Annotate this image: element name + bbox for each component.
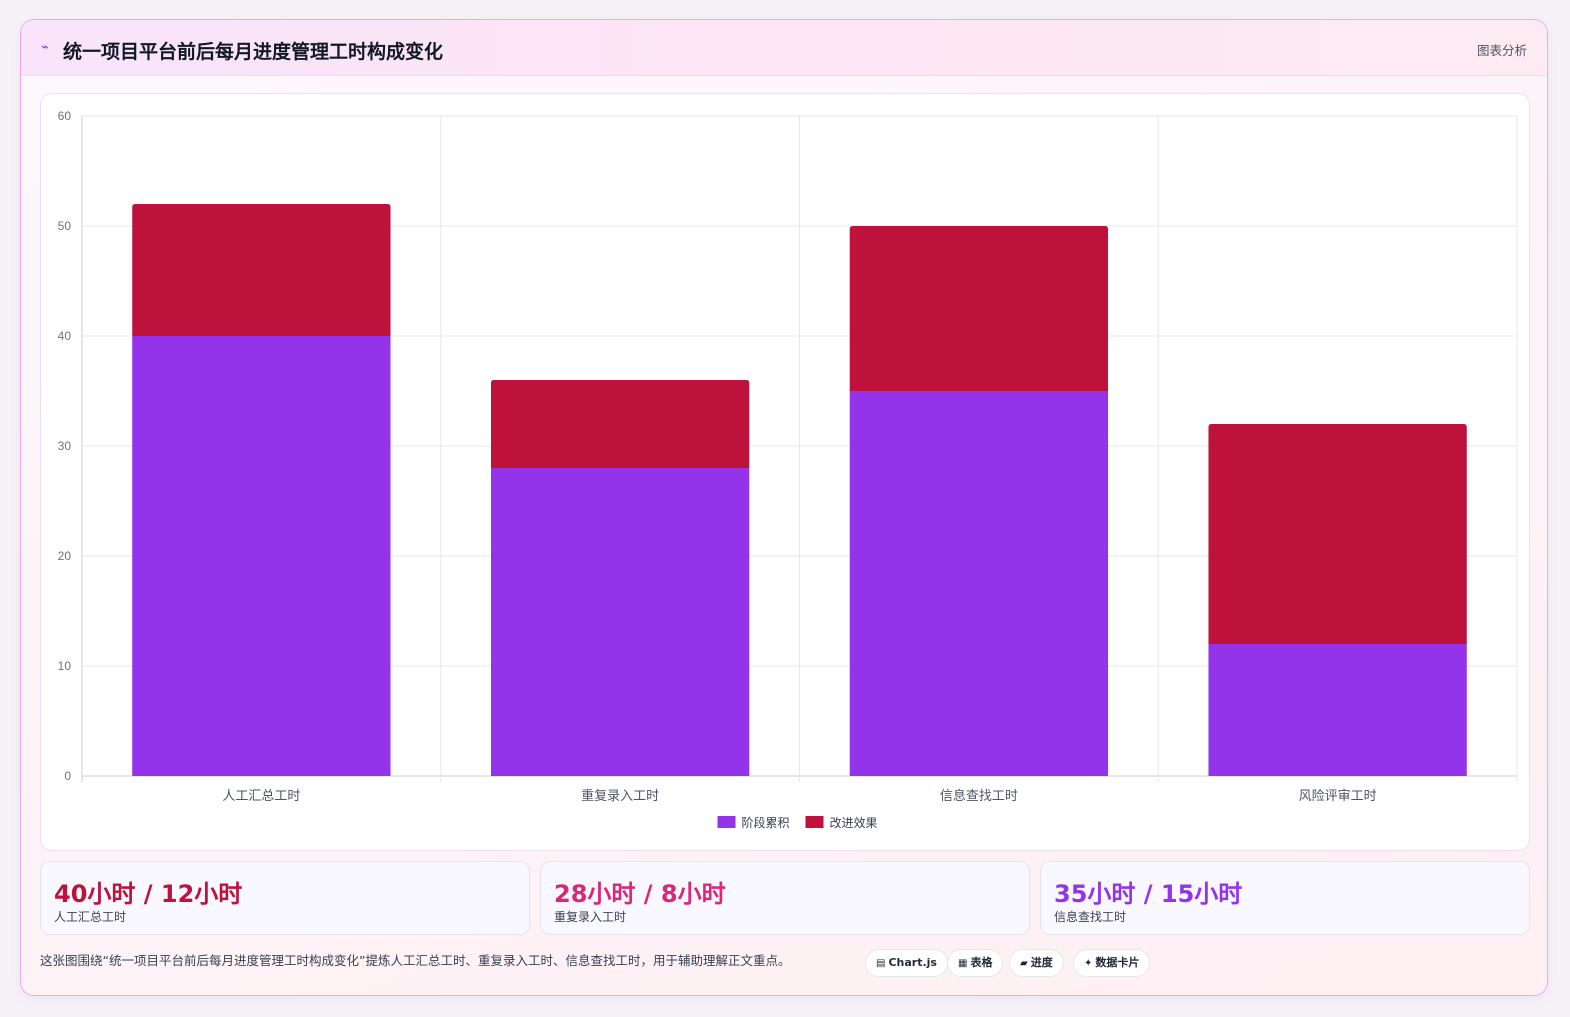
- legend-swatch: [717, 816, 736, 828]
- legend-label: 阶段累积: [742, 815, 790, 830]
- stat-value: 35小时 / 15小时: [1054, 880, 1243, 908]
- legend-label: 改进效果: [830, 815, 878, 830]
- chip-label: Chart.js: [888, 956, 937, 969]
- chip-table[interactable]: ▦ 表格: [947, 949, 1004, 977]
- bar-segment: [849, 391, 1109, 776]
- bar-segment: [490, 380, 750, 468]
- y-tick-label: 20: [58, 549, 72, 563]
- x-tick-label: 人工汇总工时: [222, 788, 300, 803]
- y-tick-label: 10: [58, 659, 72, 673]
- chart-analysis-tag: 图表分析: [1476, 43, 1527, 58]
- chip-chartjs[interactable]: ▤ Chart.js: [865, 949, 948, 977]
- card-header: ⌁ 统一项目平台前后每月进度管理工时构成变化 图表分析: [21, 20, 1547, 76]
- chart-title: 统一项目平台前后每月进度管理工时构成变化: [63, 41, 444, 63]
- y-tick-label: 0: [64, 769, 71, 783]
- y-tick-label: 30: [58, 439, 72, 453]
- bar-segment: [1208, 644, 1467, 776]
- stacked-bar-chart: 0 10 20 30 40 50 60 人工汇总工时 重复录入工时 信息查找工时 风险评审工时阶段累…: [58, 109, 1518, 830]
- chip-label: 数据卡片: [1095, 956, 1140, 969]
- bar-segment: [132, 204, 391, 336]
- bar-segment: [1208, 424, 1467, 644]
- chip-progress[interactable]: ▰ 进度: [1009, 949, 1064, 977]
- stat-card-2: 28小时 / 8小时 重复录入工时: [540, 861, 1030, 935]
- stat-card-3: 35小时 / 15小时 信息查找工时: [1040, 861, 1530, 935]
- bar-segment: [490, 468, 750, 776]
- chip-data-card[interactable]: ✦ 数据卡片: [1073, 949, 1151, 977]
- progress-icon: ▰: [1020, 958, 1028, 969]
- bar-segment: [849, 226, 1109, 391]
- chip-label: 进度: [1030, 956, 1053, 969]
- table-icon: ▦: [958, 958, 968, 969]
- x-tick-label: 重复录入工时: [581, 788, 659, 803]
- sparkle-icon: ✦: [1084, 958, 1093, 969]
- legend-swatch: [805, 816, 824, 828]
- x-tick-label: 风险评审工时: [1299, 788, 1377, 803]
- chart-card: ⌁ 统一项目平台前后每月进度管理工时构成变化 图表分析 0 10 20 30 40 50 6…: [20, 19, 1548, 996]
- bar-segment: [132, 336, 391, 776]
- x-tick-label: 信息查找工时: [940, 788, 1018, 803]
- stat-value: 28小时 / 8小时: [554, 880, 726, 908]
- stat-value: 40小时 / 12小时: [54, 880, 243, 908]
- y-tick-label: 60: [58, 109, 72, 123]
- y-tick-label: 50: [58, 219, 72, 233]
- stat-label: 重复录入工时: [554, 910, 627, 924]
- chip-label: 表格: [970, 956, 993, 969]
- y-tick-label: 40: [58, 329, 72, 343]
- chart-line-icon: ⌁: [41, 40, 49, 55]
- chart-area: 0 10 20 30 40 50 60 人工汇总工时 重复录入工时 信息查找工时 风险评审工时阶段累…: [40, 93, 1530, 851]
- stat-label: 信息查找工时: [1054, 910, 1127, 924]
- chart-caption: 这张图围绕“统一项目平台前后每月进度管理工时构成变化”提炼人工汇总工时、重复录入…: [40, 953, 791, 968]
- stat-card-1: 40小时 / 12小时 人工汇总工时: [40, 861, 530, 935]
- chart-icon: ▤: [876, 958, 886, 969]
- stat-label: 人工汇总工时: [54, 910, 127, 924]
